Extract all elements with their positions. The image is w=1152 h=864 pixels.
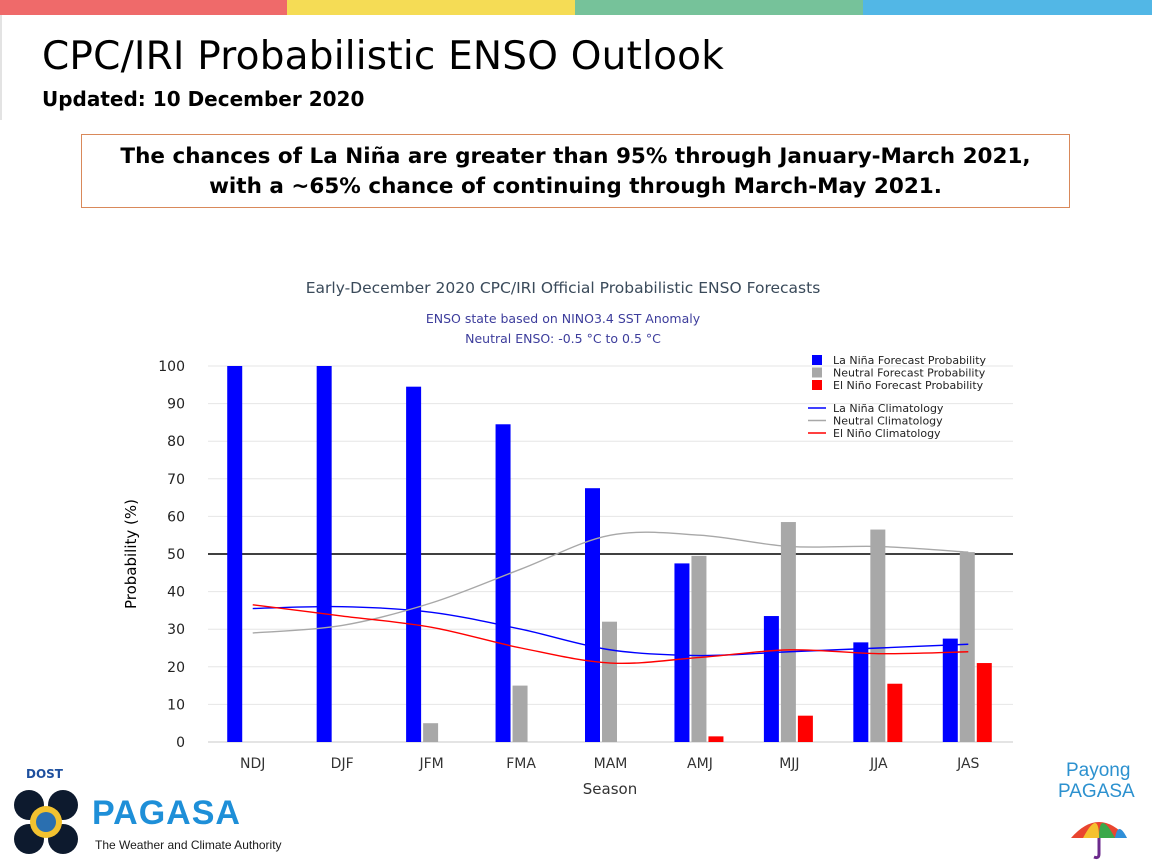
legend-label: Neutral Climatology bbox=[833, 415, 943, 428]
slide-title: CPC/IRI Probabilistic ENSO Outlook bbox=[42, 34, 725, 79]
x-tick-label: DJF bbox=[331, 756, 354, 772]
legend-label: El Niño Climatology bbox=[833, 427, 941, 440]
left-divider bbox=[0, 15, 2, 120]
legend-label: El Niño Forecast Probability bbox=[833, 379, 984, 392]
x-tick-label: JJA bbox=[869, 756, 888, 772]
y-tick-label: 60 bbox=[167, 509, 185, 525]
x-tick-label: MAM bbox=[594, 756, 628, 772]
y-tick-label: 30 bbox=[167, 622, 185, 638]
chart-title: Early-December 2020 CPC/IRI Official Pro… bbox=[306, 279, 821, 297]
updated-date: Updated: 10 December 2020 bbox=[42, 87, 365, 111]
legend-label: La Niña Forecast Probability bbox=[833, 354, 987, 367]
bar-neutral bbox=[959, 552, 975, 742]
bar-la-nina bbox=[585, 488, 600, 742]
bar-la-nina bbox=[316, 366, 332, 742]
x-tick-label: FMA bbox=[506, 756, 536, 772]
x-axis-label: Season bbox=[583, 780, 637, 798]
dost-label: DOST bbox=[26, 767, 63, 781]
payong-label-2: PAGASA bbox=[1058, 781, 1135, 802]
y-tick-label: 80 bbox=[167, 434, 185, 450]
pagasa-logo: PAGASA bbox=[92, 794, 241, 832]
bar-la-nina bbox=[406, 386, 422, 742]
bar-neutral bbox=[780, 522, 796, 742]
x-tick-label: NDJ bbox=[240, 756, 265, 772]
legend-swatch bbox=[812, 355, 822, 365]
legend-swatch bbox=[812, 380, 822, 390]
bar-neutral bbox=[602, 621, 617, 742]
header-stripe-red bbox=[0, 0, 287, 15]
header-stripe-blue bbox=[863, 0, 1152, 15]
header-stripe-green bbox=[575, 0, 863, 15]
dost-seal-icon bbox=[14, 790, 78, 854]
summary-line-2: with a ~65% chance of continuing through… bbox=[209, 174, 942, 199]
header-stripe-yellow bbox=[287, 0, 575, 15]
bar-la-nina bbox=[942, 638, 958, 742]
legend-swatch bbox=[812, 367, 822, 378]
bar-la-nina bbox=[853, 642, 869, 742]
summary-box: The chances of La Niña are greater than … bbox=[81, 134, 1070, 208]
x-tick-label: JAS bbox=[956, 756, 979, 772]
bar-la-nina bbox=[674, 563, 690, 742]
y-tick-label: 50 bbox=[167, 547, 185, 563]
umbrella-icon bbox=[1071, 822, 1127, 860]
payong-label-1: Payong bbox=[1066, 760, 1131, 781]
pagasa-tagline: The Weather and Climate Authority bbox=[95, 838, 282, 852]
bar-neutral bbox=[423, 723, 439, 742]
y-tick-label: 40 bbox=[167, 585, 185, 601]
bar-neutral bbox=[870, 529, 886, 742]
bar-neutral bbox=[512, 685, 528, 742]
x-tick-label: AMJ bbox=[687, 756, 713, 772]
y-tick-label: 90 bbox=[167, 397, 185, 413]
y-tick-label: 0 bbox=[176, 735, 185, 751]
legend-label: Neutral Forecast Probability bbox=[833, 367, 986, 380]
x-tick-label: MJJ bbox=[779, 756, 799, 772]
y-axis-label: Probability (%) bbox=[122, 499, 140, 609]
summary-line-1: The chances of La Niña are greater than … bbox=[120, 144, 1031, 169]
chart-subtitle-2: Neutral ENSO: -0.5 °C to 0.5 °C bbox=[465, 331, 661, 346]
y-tick-label: 10 bbox=[167, 697, 185, 713]
y-tick-label: 100 bbox=[158, 359, 185, 375]
bar-el-nino bbox=[708, 736, 724, 742]
bar-la-nina bbox=[763, 616, 779, 742]
y-tick-label: 70 bbox=[167, 472, 185, 488]
la-nina-climatology-line bbox=[252, 605, 969, 657]
bar-la-nina bbox=[495, 424, 511, 742]
bar-el-nino bbox=[797, 715, 813, 742]
bar-el-nino bbox=[887, 683, 903, 742]
chart-subtitle-1: ENSO state based on NINO3.4 SST Anomaly bbox=[426, 311, 701, 326]
neutral-climatology-line bbox=[252, 531, 969, 634]
x-tick-label: JFM bbox=[418, 756, 443, 772]
bar-la-nina bbox=[227, 366, 243, 742]
y-tick-label: 20 bbox=[167, 660, 185, 676]
bar-neutral bbox=[691, 555, 707, 742]
bar-el-nino bbox=[976, 663, 992, 742]
legend-label: La Niña Climatology bbox=[833, 402, 944, 415]
el-nino-climatology-line bbox=[252, 604, 969, 665]
